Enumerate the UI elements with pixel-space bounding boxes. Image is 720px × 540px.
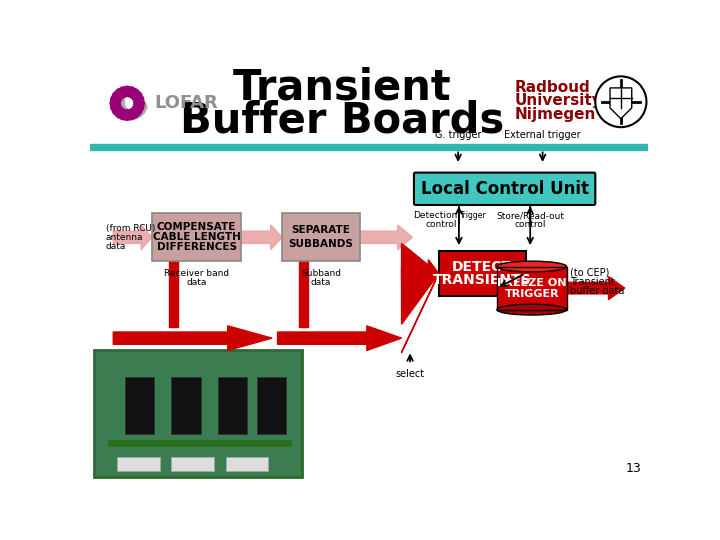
Text: (from RCU): (from RCU) (106, 224, 155, 233)
Text: Store/Read-out: Store/Read-out (496, 211, 564, 220)
Text: Subband: Subband (301, 269, 341, 278)
Text: Transient: Transient (233, 67, 451, 109)
Text: control: control (515, 220, 546, 230)
Text: University: University (515, 93, 603, 109)
Bar (152, 213, 241, 261)
Bar (282, 213, 360, 261)
Text: buffer data: buffer data (570, 286, 625, 296)
Ellipse shape (497, 261, 567, 272)
Polygon shape (277, 326, 402, 350)
Bar (117, 457, 160, 470)
Text: SEPARATE: SEPARATE (292, 225, 351, 235)
Bar (438, 251, 526, 296)
Bar (108, 440, 292, 448)
Text: antenna: antenna (106, 233, 143, 242)
Text: Transient: Transient (570, 277, 616, 287)
Bar (94, 350, 302, 477)
Text: data: data (186, 278, 207, 287)
Text: DETECT: DETECT (452, 260, 512, 274)
Text: COMPENSATE: COMPENSATE (157, 222, 236, 232)
Polygon shape (241, 225, 282, 249)
Text: Buffer Boards: Buffer Boards (180, 99, 504, 141)
Text: select: select (395, 369, 425, 379)
Bar (90, 144, 648, 150)
Bar (300, 261, 307, 327)
Bar (171, 377, 201, 434)
Text: TRANSIENTS: TRANSIENTS (433, 273, 531, 287)
Polygon shape (113, 326, 272, 350)
Text: Nijmegen: Nijmegen (515, 106, 596, 122)
Bar (497, 267, 567, 309)
Bar (225, 457, 269, 470)
Text: data: data (106, 242, 126, 251)
Text: Trigger: Trigger (461, 211, 487, 220)
Text: LOFAR: LOFAR (154, 94, 218, 112)
Bar (256, 377, 286, 434)
Polygon shape (360, 225, 413, 249)
Text: Receiver band: Receiver band (164, 269, 229, 278)
Bar (125, 377, 154, 434)
FancyBboxPatch shape (94, 350, 302, 477)
Text: CABLE LENGTH: CABLE LENGTH (153, 232, 240, 242)
Text: data: data (311, 278, 331, 287)
Polygon shape (402, 244, 438, 325)
Text: control: control (426, 220, 457, 230)
Text: (to CEP): (to CEP) (570, 268, 610, 278)
Polygon shape (402, 273, 438, 353)
Text: Detection: Detection (413, 211, 457, 220)
Text: Radboud: Radboud (515, 80, 590, 96)
FancyBboxPatch shape (414, 173, 595, 205)
Text: DIFFERENCES: DIFFERENCES (156, 242, 237, 252)
Bar (171, 457, 214, 470)
Polygon shape (610, 88, 631, 119)
Bar (169, 261, 178, 327)
Text: TRIGGER: TRIGGER (505, 289, 559, 299)
Polygon shape (567, 276, 625, 300)
Bar (218, 377, 248, 434)
Polygon shape (402, 260, 438, 287)
Text: External trigger: External trigger (504, 130, 581, 140)
Text: G. trigger: G. trigger (435, 130, 482, 140)
Bar (497, 267, 567, 309)
Text: SUBBANDS: SUBBANDS (289, 239, 354, 249)
Text: 13: 13 (626, 462, 642, 475)
Text: Local Control Unit: Local Control Unit (420, 180, 589, 198)
Polygon shape (113, 225, 152, 249)
Circle shape (595, 76, 647, 127)
Text: FREEZE ON: FREEZE ON (497, 279, 567, 288)
Ellipse shape (497, 304, 567, 315)
